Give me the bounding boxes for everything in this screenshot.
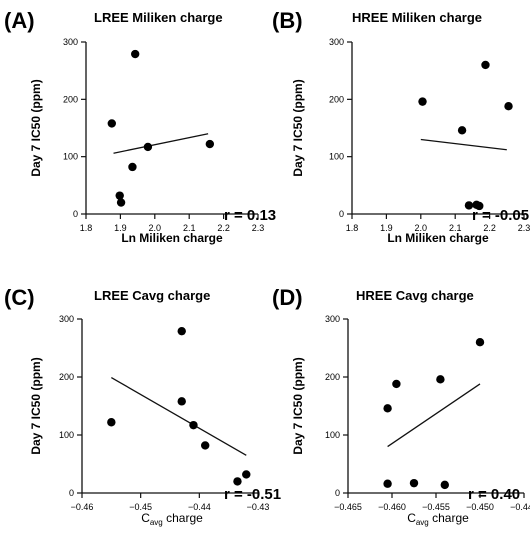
data-point: [392, 379, 401, 389]
x-tick-label: 1.9: [380, 223, 393, 233]
data-point: [504, 102, 513, 111]
y-tick-label: 100: [325, 430, 340, 440]
correlation-annotation: r = -0.05: [472, 207, 529, 224]
data-point: [130, 49, 140, 59]
chart-title: HREE Cavg charge: [356, 288, 474, 303]
y-tick-label: 100: [59, 430, 74, 440]
trend-line: [113, 133, 209, 154]
x-tick-label: −0.45: [129, 502, 152, 512]
x-tick-label: 2.0: [149, 223, 162, 233]
y-axis-label: Day 7 IC50 (ppm): [29, 357, 43, 454]
x-axis-label: Ln Miliken charge: [387, 231, 489, 245]
x-tick-label: 2.2: [217, 223, 230, 233]
x-tick-label: −0.43: [247, 502, 270, 512]
data-point: [242, 470, 251, 479]
data-point: [383, 404, 392, 413]
trend-line: [420, 138, 507, 151]
y-tick-label: 200: [329, 94, 344, 104]
data-point: [115, 191, 124, 200]
data-point: [418, 97, 427, 106]
x-tick-label: 2.0: [415, 223, 428, 233]
data-point: [409, 478, 419, 488]
y-axis-label: Day 7 IC50 (ppm): [29, 79, 43, 176]
data-point: [457, 126, 467, 135]
x-axis-label-subscript: avg: [416, 518, 429, 527]
panel-letter: (D): [272, 285, 303, 310]
data-point: [107, 418, 116, 427]
y-tick-label: 300: [59, 314, 74, 324]
data-point: [475, 338, 485, 347]
y-tick-label: 300: [63, 37, 78, 47]
x-axis-label-rest: charge: [163, 511, 203, 525]
chart-title: LREE Miliken charge: [94, 10, 223, 25]
data-point: [205, 139, 215, 149]
x-tick-label: 2.2: [483, 223, 496, 233]
data-point: [189, 420, 198, 430]
x-axis-label: Ln Miliken charge: [121, 231, 223, 245]
data-point: [128, 162, 137, 172]
x-tick-label: −0.445: [510, 502, 530, 512]
data-point: [233, 477, 242, 486]
chart-title: LREE Cavg charge: [94, 288, 210, 303]
y-tick-label: 0: [73, 209, 78, 219]
x-tick-label: 1.8: [346, 223, 359, 233]
panel-b: (B) HREE Miliken charge 0 100 200 300 1.8 1.9 2.…: [272, 8, 530, 245]
y-tick-label: 300: [325, 314, 340, 324]
data-point: [464, 201, 474, 210]
panel-letter: (C): [4, 285, 35, 310]
x-tick-label: 2.1: [183, 223, 196, 233]
x-tick-label: 1.8: [80, 223, 93, 233]
trend-line: [387, 383, 481, 448]
data-point: [481, 60, 490, 70]
y-tick-label: 0: [339, 209, 344, 219]
data-point: [436, 375, 445, 384]
x-axis-label: Cavg charge: [141, 511, 203, 527]
y-tick-label: 0: [335, 488, 340, 498]
x-tick-label: 2.3: [518, 223, 530, 233]
panel-c: (C) LREE Cavg charge 0 100 200 300 −0.46 −0.45 −…: [4, 285, 281, 527]
data-point: [201, 441, 210, 450]
data-point: [383, 479, 392, 488]
trend-line: [111, 377, 247, 456]
data-point: [177, 326, 186, 336]
x-tick-label: −0.465: [334, 502, 362, 512]
x-tick-label: −0.455: [422, 502, 450, 512]
data-point: [177, 397, 186, 406]
y-tick-label: 0: [69, 488, 74, 498]
correlation-annotation: r = 0.13: [224, 207, 276, 224]
x-tick-label: 1.9: [114, 223, 127, 233]
data-point: [116, 198, 126, 207]
x-tick-label: −0.44: [188, 502, 211, 512]
x-axis-label-rest: charge: [429, 511, 469, 525]
x-axis-label-main: C: [141, 511, 150, 525]
x-axis-label-subscript: avg: [150, 518, 163, 527]
data-point: [475, 201, 484, 211]
data-point: [440, 480, 449, 490]
panel-d: (D) HREE Cavg charge 0 100 200 300 −0.465 −0.46…: [272, 285, 530, 527]
data-point: [107, 119, 117, 128]
correlation-annotation: r = -0.51: [224, 486, 281, 503]
panel-letter: (A): [4, 8, 35, 33]
y-tick-label: 200: [63, 94, 78, 104]
x-axis-label: Cavg charge: [407, 511, 469, 527]
data-point: [143, 142, 153, 152]
chart-title: HREE Miliken charge: [352, 10, 482, 25]
x-tick-label: 2.3: [252, 223, 265, 233]
y-tick-label: 300: [329, 37, 344, 47]
correlation-annotation: r = 0.40: [468, 486, 520, 503]
panel-letter: (B): [272, 8, 303, 33]
x-axis-label-main: C: [407, 511, 416, 525]
y-tick-label: 100: [329, 152, 344, 162]
x-tick-label: −0.460: [378, 502, 406, 512]
x-tick-label: −0.450: [466, 502, 494, 512]
x-tick-label: 2.1: [449, 223, 462, 233]
y-tick-label: 100: [63, 152, 78, 162]
x-tick-label: −0.46: [71, 502, 94, 512]
panel-a: (A) LREE Miliken charge 0 100 200 300 1.8 1.9 2.…: [4, 8, 276, 245]
y-tick-label: 200: [325, 372, 340, 382]
y-axis-label: Day 7 IC50 (ppm): [291, 79, 305, 176]
y-tick-label: 200: [59, 372, 74, 382]
y-axis-label: Day 7 IC50 (ppm): [291, 357, 305, 454]
